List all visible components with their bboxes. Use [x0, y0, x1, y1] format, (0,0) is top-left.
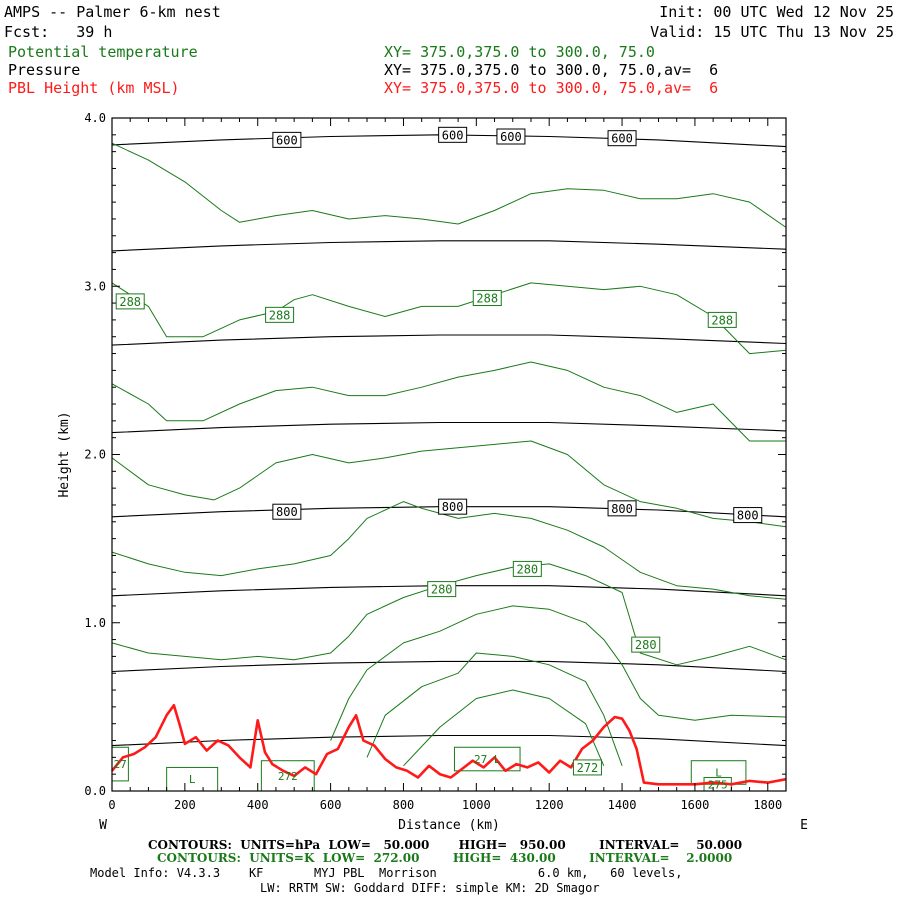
init-time: Init: 00 UTC Wed 12 Nov 25: [659, 3, 894, 21]
pressure-label-4-box: [272, 503, 302, 520]
x-tick-label-2: 400: [247, 798, 269, 812]
pressure-line-2: [111, 334, 787, 346]
y-tick-label-3: 3.0: [84, 279, 106, 293]
theta-line-12: [111, 501, 787, 600]
x-tick-label-1: 200: [174, 798, 196, 812]
x-tick-label-9: 1800: [753, 798, 782, 812]
theta-line-16: [403, 689, 605, 767]
theta-label-1-box: [265, 306, 295, 323]
pressure-label-4: 800: [276, 505, 298, 519]
pressure-label-6: 800: [611, 502, 633, 516]
plot-frame: [111, 117, 787, 792]
forecast-hour: Fcst: 39 h: [4, 23, 113, 41]
terrain-box-label-5: 275: [708, 778, 728, 791]
theta-line-11: [111, 440, 787, 528]
model-physics: LW: RRTM SW: Goddard DIFF: simple KM: 2D…: [260, 881, 600, 895]
pressure-line-1: [111, 240, 787, 252]
theta-label-3: 288: [711, 313, 733, 327]
theta-label-2-box: [472, 290, 502, 307]
x-tick-label-0: 0: [108, 798, 115, 812]
y-tick-label-1: 1.0: [84, 616, 106, 630]
field-name-pressure: Pressure: [8, 61, 81, 79]
theta-label-6-box: [631, 636, 661, 653]
x-tick-label-3: 600: [320, 798, 342, 812]
x-tick-label-7: 1400: [608, 798, 637, 812]
pressure-label-3: 600: [611, 132, 633, 146]
contour-lines: [110, 134, 787, 792]
theta-line-10: [111, 361, 786, 442]
pbl-line-17: [110, 703, 787, 786]
pressure-label-2-box: [496, 128, 526, 145]
model-info: Model Info: V4.3.3 KF MYJ PBL Morrison 6…: [90, 866, 683, 880]
pressure-label-3-box: [607, 130, 637, 147]
west-label: W: [99, 818, 107, 833]
terrain-box-label-4: L: [715, 766, 722, 779]
theta-label-6: 280: [635, 638, 657, 652]
field-name-theta: Potential temperature: [8, 43, 198, 61]
theta-line-13: [111, 563, 787, 666]
pressure-label-6-box: [607, 500, 637, 517]
theta-line-8: [111, 142, 787, 228]
field-name-pbl: PBL Height (km MSL): [8, 79, 180, 97]
x-tick-label-6: 1200: [535, 798, 564, 812]
y-tick-label-0: 0.0: [84, 784, 106, 798]
theta-label-7: 272: [577, 761, 599, 775]
terrain-box-label-0: L: [189, 773, 196, 786]
theta-label-0-box: [115, 293, 145, 310]
theta-label-2: 288: [476, 292, 498, 306]
theta-line-14: [330, 605, 787, 741]
field-xy-pressure: XY= 375.0,375.0 to 300.0, 75.0,av= 6: [384, 61, 719, 79]
x-axis-label: Distance (km): [398, 818, 500, 833]
pressure-line-6: [111, 660, 787, 673]
east-label: E: [800, 818, 808, 833]
terrain-box-label-1: 272: [278, 770, 298, 783]
theta-label-7-box: [572, 759, 602, 776]
valid-time: Valid: 15 UTC Thu 13 Nov 25: [650, 23, 894, 41]
pressure-label-5-box: [438, 498, 468, 515]
model-title: AMPS -- Palmer 6-km nest: [4, 3, 221, 21]
axes: 0 200 400 600 800 1000 1200 1400 1600 1800 0.0 1.0 2…: [57, 111, 808, 833]
terrain-box-label-3: 27 L: [474, 753, 501, 766]
theta-label-0: 288: [119, 295, 141, 309]
pressure-line-7: [111, 734, 787, 747]
terrain-box-label-2: 27: [114, 758, 127, 771]
x-tick-label-4: 800: [393, 798, 415, 812]
x-tick-label-5: 1000: [462, 798, 491, 812]
field-xy-theta: XY= 375.0,375.0 to 300.0, 75.0: [384, 43, 655, 61]
theta-line-9: [111, 282, 787, 355]
theta-label-5: 280: [516, 562, 538, 576]
y-tick-label-2: 2.0: [84, 448, 106, 462]
pressure-line-3: [111, 421, 787, 434]
field-xy-pbl: XY= 375.0,375.0 to 300.0, 75.0,av= 6: [384, 79, 719, 97]
theta-label-5-box: [512, 560, 542, 577]
y-axis-label: Height (km): [57, 411, 72, 497]
pressure-label-7-box: [733, 507, 763, 524]
theta-label-1: 288: [269, 308, 291, 322]
contour-info-pressure: CONTOURS: UNITS=hPa LOW= 50.000 HIGH= 95…: [148, 838, 743, 852]
pressure-label-0-box: [272, 131, 302, 148]
theta-line-15: [366, 652, 623, 766]
pressure-label-1: 600: [442, 128, 464, 142]
x-tick-label-8: 1600: [680, 798, 709, 812]
theta-label-3-box: [707, 311, 737, 328]
pressure-label-1-box: [438, 126, 468, 143]
pressure-label-5: 800: [442, 500, 464, 514]
pressure-label-0: 600: [276, 133, 298, 147]
y-tick-label-4: 4.0: [84, 111, 106, 125]
pressure-label-2: 600: [500, 130, 522, 144]
terrain-box-3: [453, 746, 521, 772]
theta-label-4: 280: [431, 583, 453, 597]
contour-info-theta: CONTOURS: UNITS=K LOW= 272.00 HIGH= 430.…: [157, 851, 733, 865]
pressure-label-7: 800: [737, 509, 759, 523]
theta-label-4-box: [427, 581, 457, 598]
